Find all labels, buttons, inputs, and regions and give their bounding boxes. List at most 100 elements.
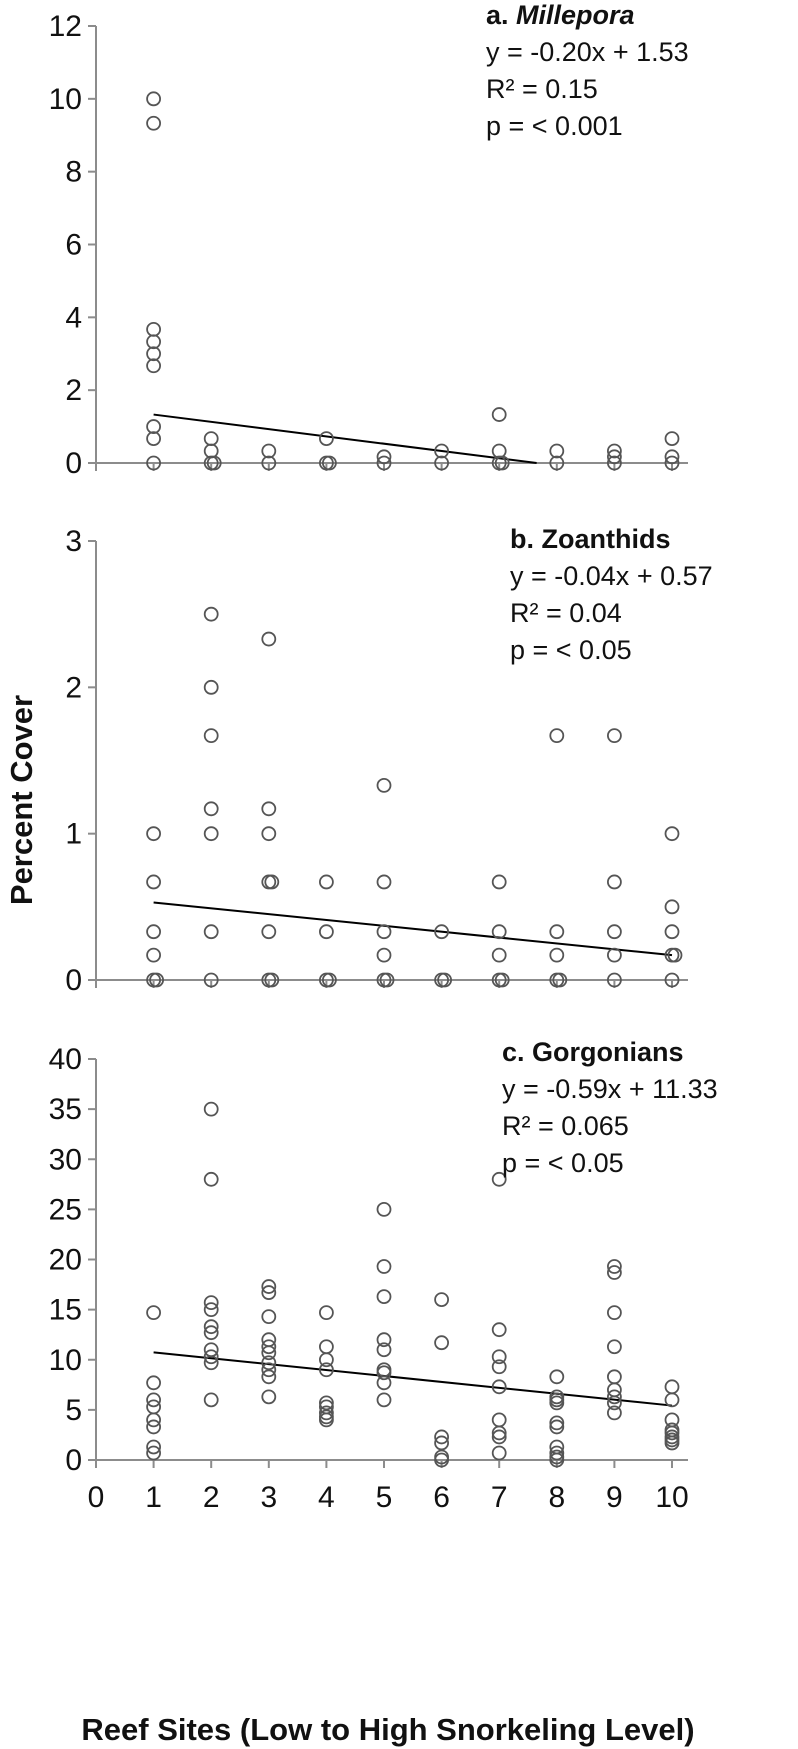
data-point — [376, 1375, 392, 1391]
data-point — [261, 1389, 277, 1405]
data-point — [607, 449, 622, 465]
y-tick-label: 4 — [65, 301, 82, 334]
panel-title: c. Gorgonians — [502, 1037, 684, 1067]
data-point — [146, 924, 162, 940]
data-point — [664, 1435, 680, 1451]
data-point — [491, 407, 507, 422]
data-point — [146, 1412, 162, 1428]
data-point — [607, 1265, 622, 1280]
data-point — [261, 924, 277, 940]
data-point — [261, 1345, 277, 1361]
data-point — [318, 1352, 334, 1368]
data-point — [549, 1392, 565, 1408]
data-point — [664, 1379, 680, 1395]
data-point — [203, 443, 219, 459]
data-point — [434, 443, 450, 459]
x-tick-label: 9 — [606, 1481, 623, 1514]
data-point — [376, 947, 392, 963]
data-point — [549, 1369, 565, 1385]
data-point — [146, 431, 162, 447]
data-point — [203, 431, 219, 447]
x-tick-label: 8 — [548, 1481, 565, 1514]
data-point — [434, 924, 450, 940]
data-point — [264, 972, 280, 988]
data-point — [491, 1412, 507, 1428]
data-point — [261, 801, 277, 817]
data-point — [318, 431, 334, 447]
data-point — [264, 874, 280, 890]
data-point — [376, 1289, 392, 1304]
data-point — [261, 1362, 277, 1378]
x-tick-label: 7 — [491, 1481, 508, 1514]
data-point — [376, 1365, 392, 1381]
regression-equation: y = -0.20x + 1.53 — [486, 37, 689, 67]
data-point — [203, 972, 219, 988]
data-point — [376, 1362, 392, 1378]
data-point — [491, 1425, 507, 1441]
data-point — [376, 924, 392, 940]
data-point — [261, 1369, 277, 1385]
data-point — [607, 1369, 622, 1385]
data-point — [607, 728, 622, 744]
data-point — [146, 91, 162, 107]
data-point — [379, 972, 395, 988]
x-tick-label: 4 — [318, 1481, 335, 1514]
panel-letter: c. — [502, 1037, 532, 1067]
data-point — [376, 777, 392, 793]
data-point — [549, 1445, 565, 1461]
data-point — [146, 947, 162, 963]
data-point — [607, 874, 622, 890]
x-tick-label: 1 — [145, 1481, 162, 1514]
trendline — [153, 1351, 673, 1407]
panel-taxon: Zoanthids — [542, 524, 671, 554]
data-point — [146, 346, 162, 362]
data-point — [491, 1379, 507, 1395]
data-point — [607, 1389, 622, 1405]
data-point — [549, 1415, 565, 1431]
data-point — [146, 874, 162, 890]
data-point — [376, 1392, 392, 1408]
data-point — [261, 1285, 277, 1300]
y-tick-label: 40 — [49, 1043, 82, 1076]
y-tick-label: 1 — [65, 818, 82, 851]
data-point — [376, 455, 392, 471]
y-tick-label: 10 — [49, 83, 82, 116]
x-tick-label: 10 — [655, 1481, 688, 1514]
data-point — [491, 1359, 507, 1375]
data-point — [491, 1322, 507, 1338]
data-point — [664, 455, 680, 471]
data-point — [203, 679, 219, 695]
data-point — [491, 947, 507, 963]
data-point — [549, 1395, 565, 1411]
data-point — [261, 631, 277, 647]
x-tick-label: 3 — [260, 1481, 277, 1514]
data-point — [146, 321, 162, 337]
regression-r2: R² = 0.15 — [486, 74, 598, 104]
y-tick-label: 2 — [65, 374, 82, 407]
data-point — [321, 455, 337, 471]
data-point — [607, 455, 622, 471]
panel-title: b. Zoanthids — [510, 524, 671, 554]
data-point — [261, 874, 277, 890]
data-point — [318, 1412, 334, 1428]
data-point — [607, 1395, 622, 1411]
regression-p: p = < 0.001 — [486, 111, 623, 141]
data-point — [607, 443, 622, 459]
data-point — [607, 1259, 622, 1274]
y-tick-label: 30 — [49, 1143, 82, 1176]
data-point — [318, 924, 334, 940]
panel-taxon: Gorgonians — [532, 1037, 684, 1067]
data-point — [376, 1259, 392, 1274]
data-point — [206, 455, 222, 471]
data-point — [203, 728, 219, 744]
data-point — [203, 1325, 219, 1341]
data-point — [664, 924, 680, 940]
panel-taxon: Millepora — [516, 0, 635, 30]
y-tick-label: 15 — [49, 1294, 82, 1327]
data-point — [549, 1452, 565, 1468]
data-point — [607, 1405, 622, 1421]
regression-equation: y = -0.04x + 0.57 — [510, 561, 713, 591]
y-tick-label: 6 — [65, 229, 82, 262]
data-point — [491, 874, 507, 890]
